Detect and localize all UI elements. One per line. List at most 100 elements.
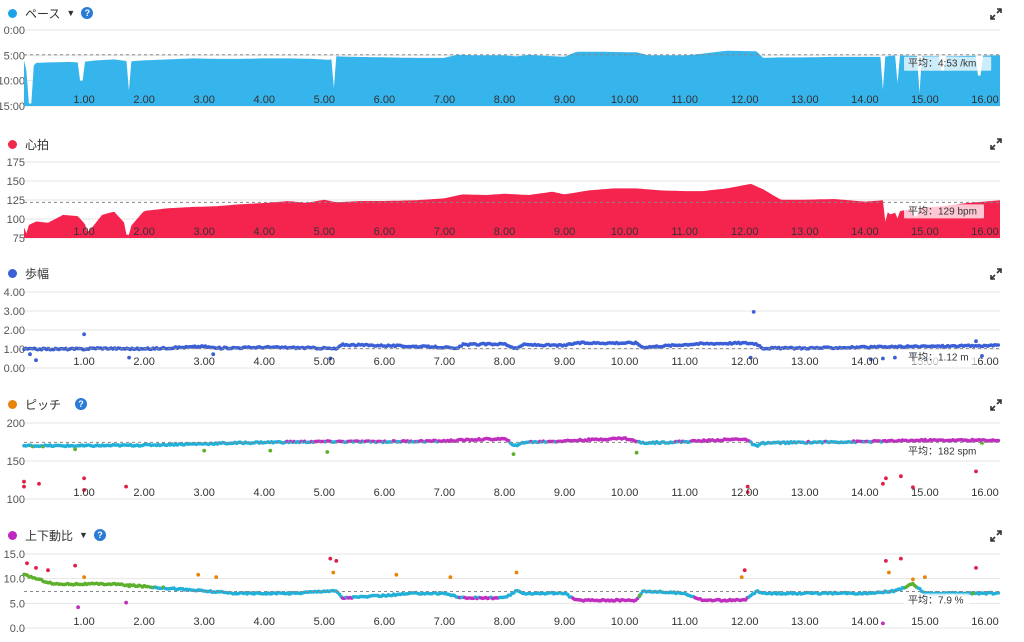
vratio-panel: 上下動比 ▼ ? 0.0 5.0 10.0 15.0 1.00 2.00 3.00 4.00 5… bbox=[0, 524, 1024, 639]
hr-title: 心拍 bbox=[25, 137, 50, 152]
cadence-outlier-point bbox=[22, 484, 26, 489]
pace-y-tick-label: 15:00 bbox=[0, 101, 25, 113]
vratio-outlier-point bbox=[214, 575, 219, 579]
cadence-x-tick-label: 1.00 bbox=[73, 487, 94, 499]
hr-title-row: 心拍 bbox=[8, 135, 49, 153]
cadence-x-tick-label: 15.00 bbox=[911, 487, 939, 499]
stride-x-tick-label: 7.00 bbox=[434, 356, 455, 368]
cadence-x-tick-label: 4.00 bbox=[254, 487, 275, 499]
vratio-outlier-point bbox=[334, 559, 339, 563]
pace-x-tick-label: 12.00 bbox=[731, 94, 759, 106]
cadence-outlier-point bbox=[82, 476, 86, 481]
cadence-outlier-point bbox=[202, 448, 207, 453]
stride-y-tick-label: 0.00 bbox=[4, 363, 25, 375]
stride-outlier-point bbox=[751, 310, 756, 314]
cadence-outlier-point bbox=[974, 469, 978, 474]
cadence-help-icon[interactable]: ? bbox=[75, 398, 88, 410]
stride-x-tick-label: 16.00 bbox=[971, 356, 999, 368]
pace-dropdown-caret-icon[interactable]: ▼ bbox=[66, 8, 76, 18]
hr-x-tick-label: 13.00 bbox=[791, 226, 819, 238]
stride-x-tick-label: 2.00 bbox=[133, 356, 154, 368]
cadence-x-tick-label: 7.00 bbox=[434, 487, 455, 499]
pace-x-tick-label: 7.00 bbox=[434, 94, 455, 106]
cadence-outlier-point bbox=[884, 476, 888, 481]
stride-outlier-point bbox=[881, 356, 885, 361]
pace-title: ペース bbox=[25, 6, 61, 21]
hr-x-tick-label: 12.00 bbox=[731, 226, 759, 238]
pace-panel: ペース ▼ ? 0:00 5:00 10:00 15:00 1.00 2.00 3.00 4.… bbox=[0, 0, 1024, 113]
stride-x-tick-label: 5.00 bbox=[314, 356, 335, 368]
cadence-outlier-point bbox=[22, 479, 26, 484]
vratio-outlier-point bbox=[971, 591, 975, 596]
cadence-outlier-point bbox=[745, 484, 750, 489]
stride-x-tick-label: 1.00 bbox=[73, 356, 94, 368]
pace-x-tick-label: 15.00 bbox=[911, 94, 939, 106]
hr-x-tick-label: 9.00 bbox=[554, 226, 575, 238]
pace-x-tick-label: 9.00 bbox=[554, 94, 575, 106]
pace-help-icon[interactable]: ? bbox=[81, 7, 94, 19]
vratio-outlier-point bbox=[974, 566, 978, 570]
vratio-outlier-point bbox=[328, 556, 333, 561]
stride-x-tick-label: 11.00 bbox=[671, 356, 698, 368]
pace-x-tick-label: 6.00 bbox=[374, 94, 395, 106]
pace-average-label-bg bbox=[904, 56, 992, 71]
cadence-outlier-point bbox=[37, 481, 41, 486]
vratio-outlier-point bbox=[73, 563, 77, 568]
pace-x-tick-label: 14.00 bbox=[851, 94, 879, 106]
vratio-chart: 0.0 5.0 10.0 15.0 1.00 2.00 3.00 4.00 5.00 6.00 7.… bbox=[4, 549, 1001, 635]
stride-y-tick-label: 4.00 bbox=[4, 287, 25, 299]
vratio-title-row: 上下動比 ▼ ? bbox=[8, 526, 106, 544]
vratio-x-tick-label: 12.00 bbox=[731, 616, 759, 628]
vratio-x-tick-label: 2.00 bbox=[133, 616, 154, 628]
hr-y-tick-label: 75 bbox=[13, 233, 25, 245]
pace-title-row: ペース ▼ ? bbox=[8, 4, 94, 22]
cadence-x-tick-label: 14.00 bbox=[851, 487, 879, 499]
pace-expand-icon[interactable] bbox=[990, 8, 1002, 20]
pace-average-label: 平均：4:53 /km bbox=[908, 58, 976, 70]
vratio-x-tick-label: 11.00 bbox=[671, 616, 698, 628]
cadence-x-tick-label: 5.00 bbox=[314, 487, 335, 499]
vratio-y-tick-label: 0.0 bbox=[10, 623, 25, 635]
stride-expand-icon[interactable] bbox=[990, 268, 1002, 280]
vratio-help-icon[interactable]: ? bbox=[93, 529, 106, 541]
vratio-y-tick-label: 10.0 bbox=[4, 574, 25, 586]
stride-title-row: 歩幅 bbox=[8, 264, 49, 282]
stride-x-tick-label: 10.00 bbox=[611, 356, 639, 368]
vratio-point bbox=[996, 591, 1001, 595]
vratio-point bbox=[918, 586, 922, 591]
vratio-x-tick-label: 10.00 bbox=[611, 616, 639, 628]
hr-y-tick-label: 175 bbox=[7, 157, 25, 169]
pace-x-tick-label: 4.00 bbox=[254, 94, 275, 106]
stride-x-tick-label: 13.00 bbox=[791, 356, 819, 368]
hr-x-tick-label: 10.00 bbox=[611, 226, 639, 238]
hr-expand-icon[interactable] bbox=[990, 138, 1002, 150]
hr-y-tick-label: 150 bbox=[7, 176, 25, 188]
vratio-outlier-point bbox=[742, 568, 747, 573]
pace-x-tick-label: 11.00 bbox=[671, 94, 698, 106]
stride-chart: 0.00 1.00 2.00 3.00 4.00 1.00 2.00 3.00 4.00 5.00… bbox=[4, 287, 1001, 375]
vratio-x-tick-label: 6.00 bbox=[374, 616, 395, 628]
hr-x-tick-label: 1.00 bbox=[73, 226, 94, 238]
vratio-outlier-point bbox=[394, 572, 399, 577]
vratio-dropdown-caret-icon[interactable]: ▼ bbox=[79, 530, 88, 540]
cadence-outlier-point bbox=[899, 474, 903, 479]
stride-x-tick-label: 12.00 bbox=[731, 356, 759, 368]
pace-x-tick-label: 8.00 bbox=[494, 94, 515, 106]
pace-x-tick-label: 5.00 bbox=[314, 94, 335, 106]
vratio-x-tick-label: 15.00 bbox=[911, 616, 939, 628]
vratio-expand-icon[interactable] bbox=[990, 530, 1002, 542]
pace-x-tick-label: 2.00 bbox=[133, 94, 154, 106]
vratio-average-label-bg bbox=[904, 593, 970, 608]
vratio-outlier-point bbox=[124, 600, 128, 605]
cadence-y-tick-label: 150 bbox=[7, 456, 25, 468]
vratio-x-tick-label: 7.00 bbox=[434, 616, 455, 628]
vratio-outlier-point bbox=[331, 570, 336, 575]
stride-outlier-point bbox=[893, 355, 897, 360]
stride-x-tick-label: 3.00 bbox=[193, 356, 214, 368]
vratio-outlier-point bbox=[923, 575, 927, 579]
cadence-outlier-point bbox=[634, 450, 639, 455]
cadence-expand-icon[interactable] bbox=[990, 399, 1002, 411]
pace-x-tick-label: 16.00 bbox=[971, 94, 999, 106]
vratio-outlier-point bbox=[196, 572, 201, 577]
hr-x-tick-label: 14.00 bbox=[851, 226, 879, 238]
